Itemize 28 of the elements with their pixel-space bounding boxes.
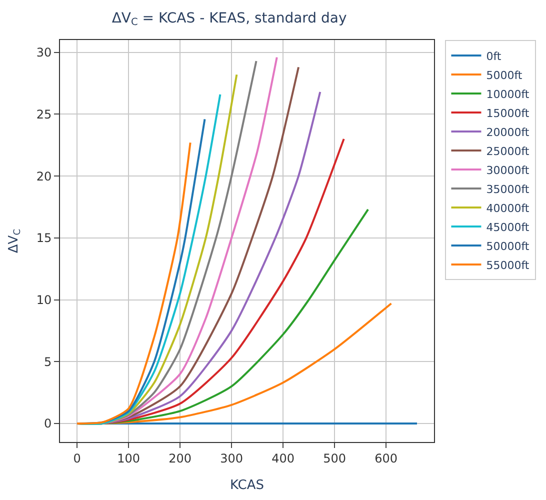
x-axis-title: KCAS xyxy=(230,478,264,493)
legend-label: 55000ft xyxy=(486,258,530,272)
chart-title: ΔV$_{C}$ = KCAS - KEAS, standard day xyxy=(112,10,347,28)
x-tick-label: 100 xyxy=(117,451,140,466)
legend-label: 10000ft xyxy=(486,88,530,101)
legend-label: 5000ft xyxy=(486,68,523,82)
x-tick-label: 300 xyxy=(220,451,244,466)
x-tick-label: 600 xyxy=(374,451,398,466)
y-tick-label: 25 xyxy=(36,107,52,122)
legend-label: 40000ft xyxy=(486,202,530,215)
y-tick-label: 15 xyxy=(36,231,52,246)
y-tick-label: 20 xyxy=(36,169,52,184)
legend-label: 50000ft xyxy=(486,240,530,253)
legend-label: 20000ft xyxy=(486,126,530,139)
y-tick-label: 30 xyxy=(36,46,52,60)
x-tick-label: 400 xyxy=(272,451,295,466)
legend-label: 35000ft xyxy=(486,182,530,196)
y-tick-label: 10 xyxy=(36,292,52,307)
y-tick-label: 0 xyxy=(44,416,52,431)
legend-label: 25000ft xyxy=(486,144,530,158)
y-tick-label: 5 xyxy=(44,354,52,369)
legend-label: 15000ft xyxy=(486,106,530,120)
x-tick-label: 500 xyxy=(323,451,346,466)
x-tick-label: 0 xyxy=(73,451,81,466)
legend-label: 0ft xyxy=(486,50,502,63)
x-tick-label: 200 xyxy=(168,451,192,466)
legend-label: 30000ft xyxy=(486,164,530,177)
legend-label: 45000ft xyxy=(486,220,530,234)
